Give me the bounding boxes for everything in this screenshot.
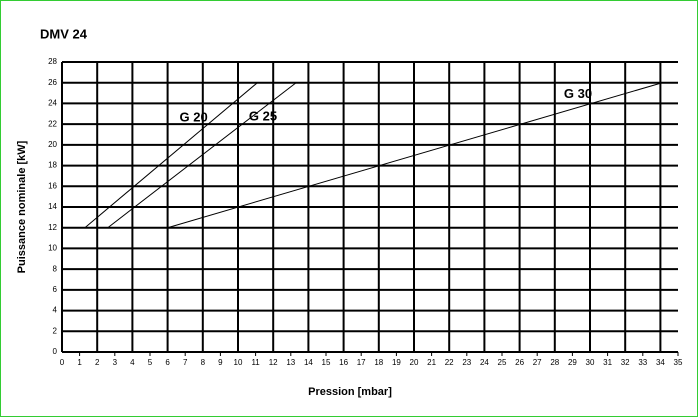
- chart-title: DMV 24: [40, 26, 88, 41]
- y-tick-label: 26: [48, 78, 57, 87]
- series-label: G 30: [564, 86, 592, 101]
- x-tick-label: 31: [603, 358, 612, 367]
- series-line: [107, 82, 297, 229]
- x-tick-label: 4: [130, 358, 135, 367]
- x-tick-label: 14: [304, 358, 313, 367]
- x-tick-label: 5: [148, 358, 153, 367]
- x-tick-label: 34: [656, 358, 665, 367]
- y-tick-label: 28: [48, 57, 57, 66]
- x-tick-label: 1: [77, 358, 82, 367]
- y-tick-label: 18: [48, 161, 57, 170]
- y-axis-label: Puissance nominale [kW]: [16, 140, 28, 273]
- series-label: G 20: [180, 110, 208, 125]
- x-tick-label: 18: [374, 358, 383, 367]
- x-axis-label: Pression [mbar]: [308, 386, 392, 398]
- series-line: [167, 82, 663, 229]
- y-tick-label: 0: [53, 347, 58, 356]
- y-tick-label: 2: [53, 326, 58, 335]
- y-tick-label: 10: [48, 244, 57, 253]
- x-tick-label: 19: [392, 358, 401, 367]
- x-tick-label: 9: [218, 358, 223, 367]
- x-tick-label: 15: [322, 358, 331, 367]
- x-tick-label: 12: [269, 358, 278, 367]
- y-tick-label: 12: [48, 223, 57, 232]
- x-tick-label: 22: [445, 358, 454, 367]
- y-tick-label: 8: [53, 264, 58, 273]
- x-tick-label: 25: [498, 358, 507, 367]
- x-tick-label: 27: [533, 358, 542, 367]
- x-tick-label: 32: [621, 358, 630, 367]
- x-tick-label: 30: [586, 358, 595, 367]
- series-label: G 25: [249, 108, 277, 123]
- x-tick-label: 11: [251, 358, 260, 367]
- x-tick-label: 13: [286, 358, 295, 367]
- x-tick-label: 33: [638, 358, 647, 367]
- y-tick-label: 20: [48, 140, 57, 149]
- y-tick-label: 24: [48, 99, 57, 108]
- x-tick-label: 28: [550, 358, 559, 367]
- x-tick-label: 21: [427, 358, 436, 367]
- x-tick-label: 3: [113, 358, 118, 367]
- x-tick-label: 16: [339, 358, 348, 367]
- x-tick-label: 35: [674, 358, 683, 367]
- y-tick-label: 14: [48, 202, 57, 211]
- x-tick-label: 17: [357, 358, 366, 367]
- x-tick-label: 7: [183, 358, 188, 367]
- x-tick-label: 24: [480, 358, 489, 367]
- y-tick-label: 6: [53, 285, 58, 294]
- x-tick-label: 29: [568, 358, 577, 367]
- x-tick-label: 6: [165, 358, 170, 367]
- y-tick-label: 16: [48, 181, 57, 190]
- x-tick-label: 8: [201, 358, 206, 367]
- x-tick-label: 20: [410, 358, 419, 367]
- x-tick-label: 2: [95, 358, 100, 367]
- series-line: [84, 82, 258, 229]
- x-tick-label: 0: [60, 358, 65, 367]
- y-tick-label: 4: [53, 306, 58, 315]
- x-tick-label: 23: [462, 358, 471, 367]
- y-tick-label: 22: [48, 119, 57, 128]
- x-tick-label: 10: [234, 358, 243, 367]
- x-tick-label: 26: [515, 358, 524, 367]
